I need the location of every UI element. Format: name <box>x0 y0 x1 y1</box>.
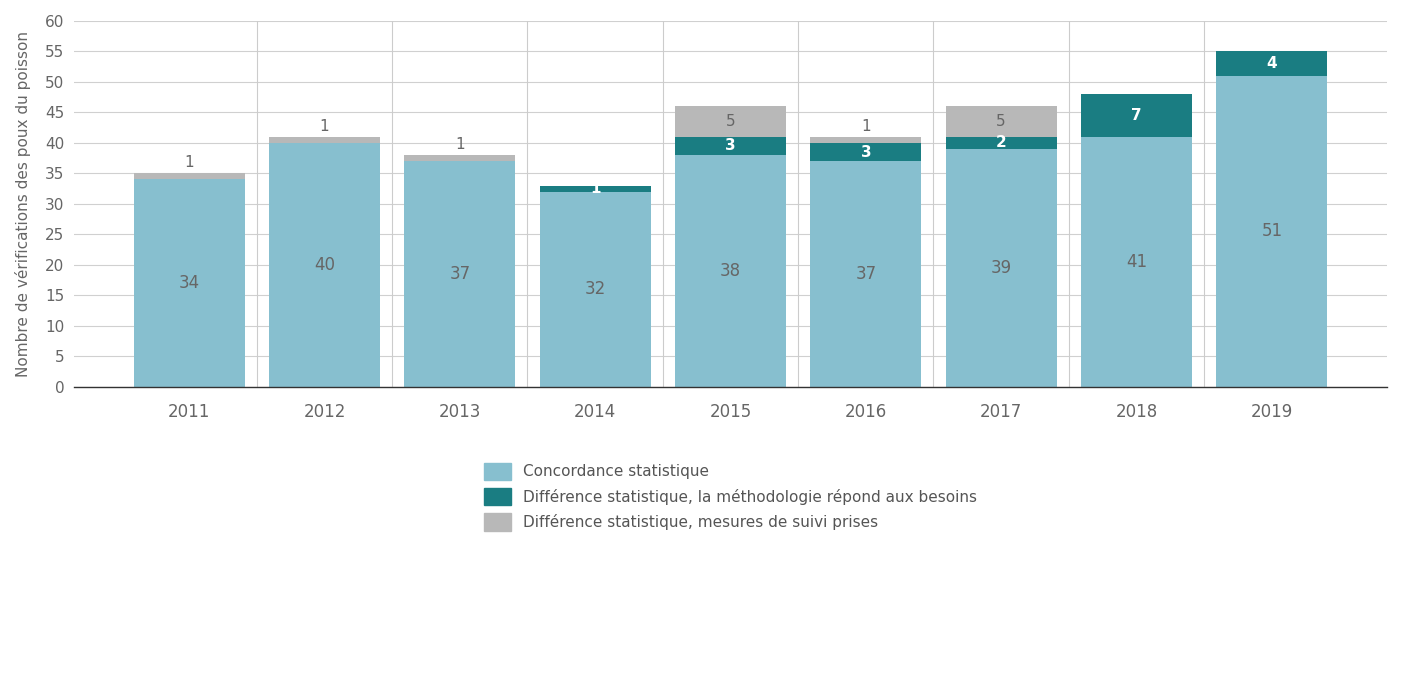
Text: 4: 4 <box>1266 56 1277 71</box>
Text: 38: 38 <box>721 262 742 280</box>
Bar <box>540 185 651 191</box>
Legend: Concordance statistique, Différence statistique, la méthodologie répond aux beso: Concordance statistique, Différence stat… <box>478 456 983 537</box>
Bar <box>133 179 244 387</box>
Bar <box>674 137 787 155</box>
Text: 2: 2 <box>995 136 1007 151</box>
Bar <box>540 191 651 387</box>
Bar <box>1081 137 1192 387</box>
Bar <box>133 174 244 179</box>
Text: 37: 37 <box>855 265 876 283</box>
Text: 40: 40 <box>314 256 335 274</box>
Bar <box>946 149 1057 387</box>
Text: 41: 41 <box>1126 253 1147 271</box>
Bar <box>404 161 516 387</box>
Text: 1: 1 <box>320 118 329 133</box>
Text: 32: 32 <box>585 280 606 298</box>
Y-axis label: Nombre de vérifications des poux du poisson: Nombre de vérifications des poux du pois… <box>15 31 31 377</box>
Bar <box>810 137 921 143</box>
Bar <box>404 155 516 161</box>
Bar <box>674 155 787 387</box>
Text: 7: 7 <box>1131 108 1141 123</box>
Text: 1: 1 <box>861 118 871 133</box>
Text: 3: 3 <box>861 144 871 159</box>
Bar <box>674 106 787 137</box>
Text: 1: 1 <box>456 137 464 152</box>
Text: 39: 39 <box>991 259 1012 276</box>
Bar <box>1217 52 1328 76</box>
Bar <box>946 106 1057 137</box>
Bar <box>269 137 380 143</box>
Text: 37: 37 <box>449 265 471 283</box>
Bar <box>1081 94 1192 137</box>
Text: 5: 5 <box>726 114 735 129</box>
Bar <box>810 161 921 387</box>
Bar <box>1217 76 1328 387</box>
Bar <box>269 143 380 387</box>
Text: 34: 34 <box>178 274 199 292</box>
Bar <box>946 137 1057 149</box>
Text: 1: 1 <box>184 155 193 170</box>
Bar <box>810 143 921 161</box>
Text: 5: 5 <box>997 114 1007 129</box>
Text: 3: 3 <box>725 138 736 153</box>
Text: 51: 51 <box>1262 222 1283 240</box>
Text: 1: 1 <box>590 181 600 196</box>
